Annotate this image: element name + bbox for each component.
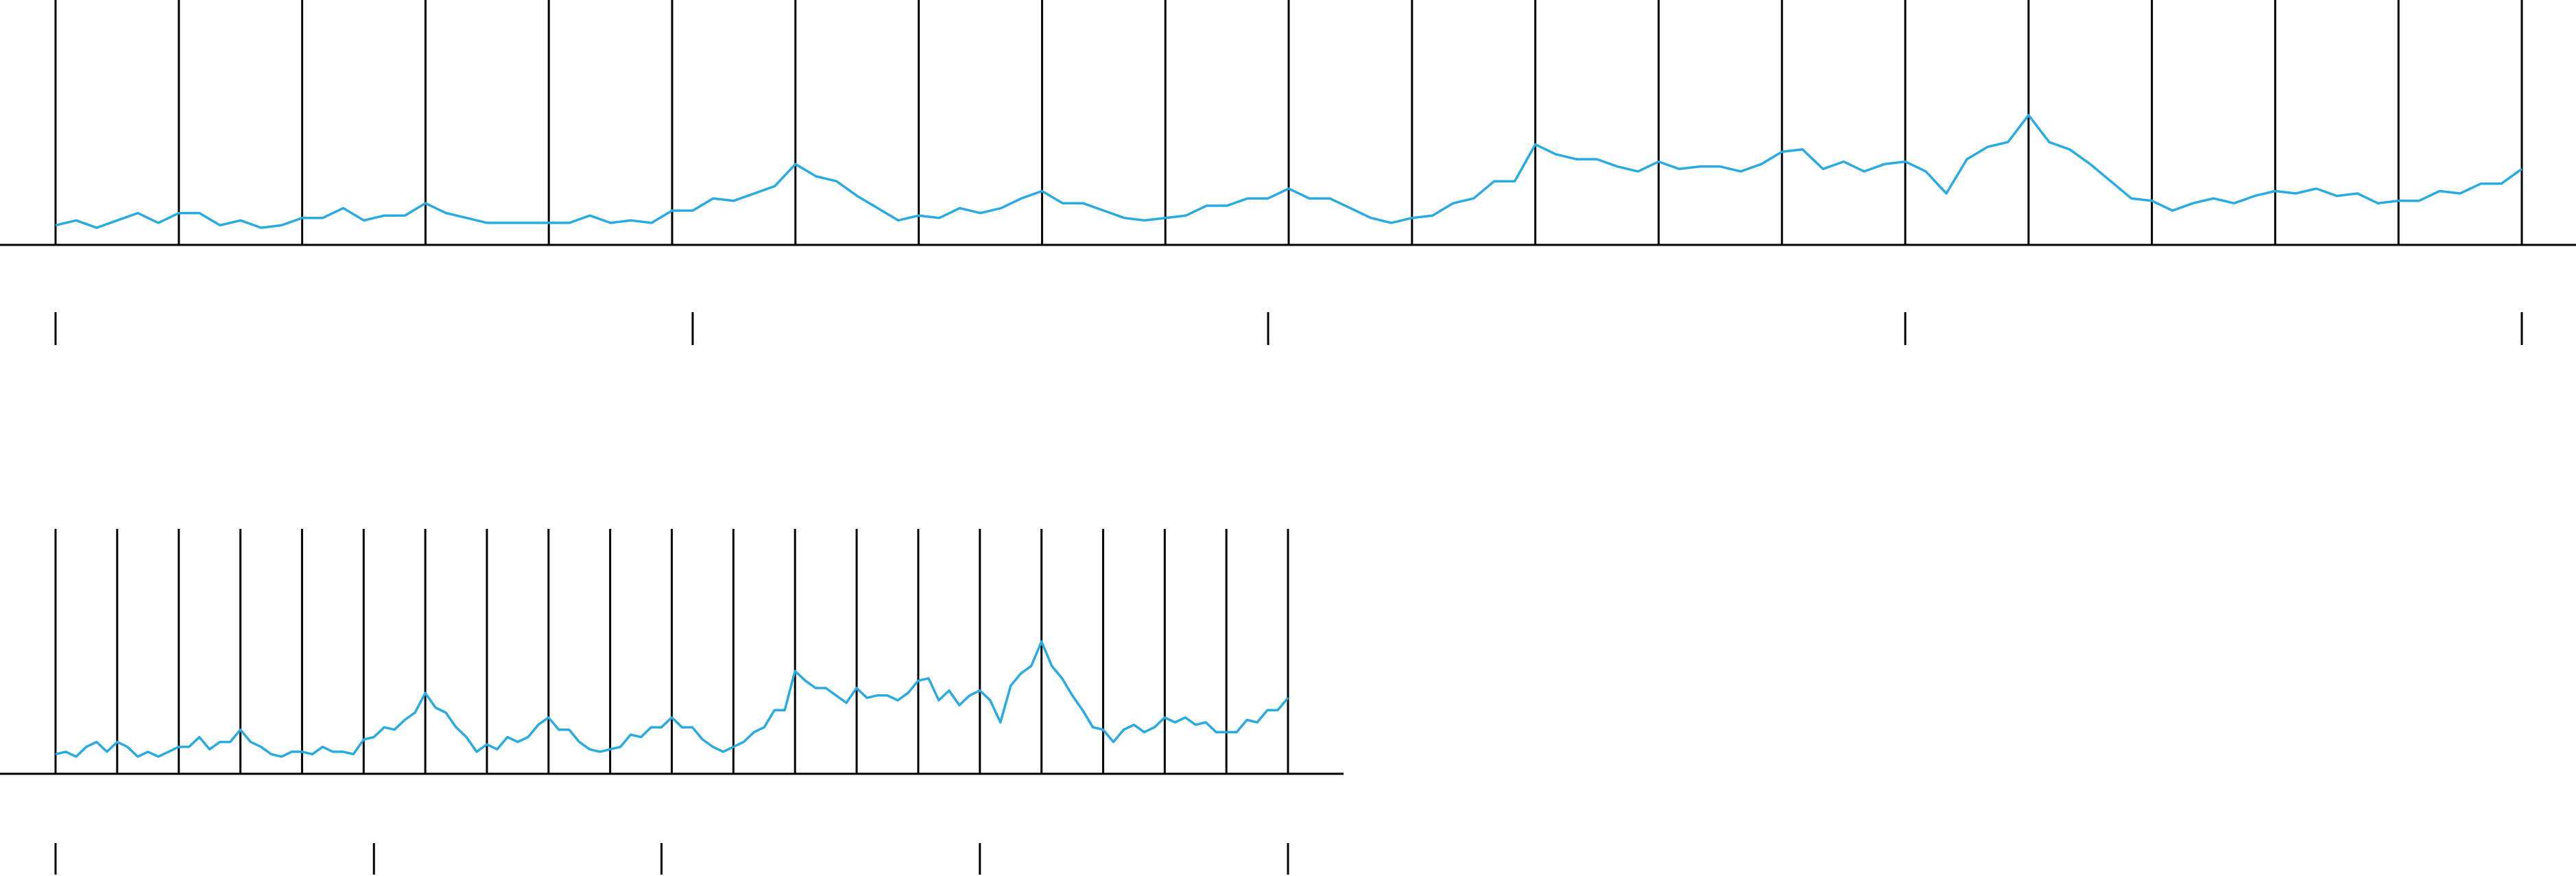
data-line <box>55 640 1289 758</box>
data-line <box>55 114 2523 229</box>
